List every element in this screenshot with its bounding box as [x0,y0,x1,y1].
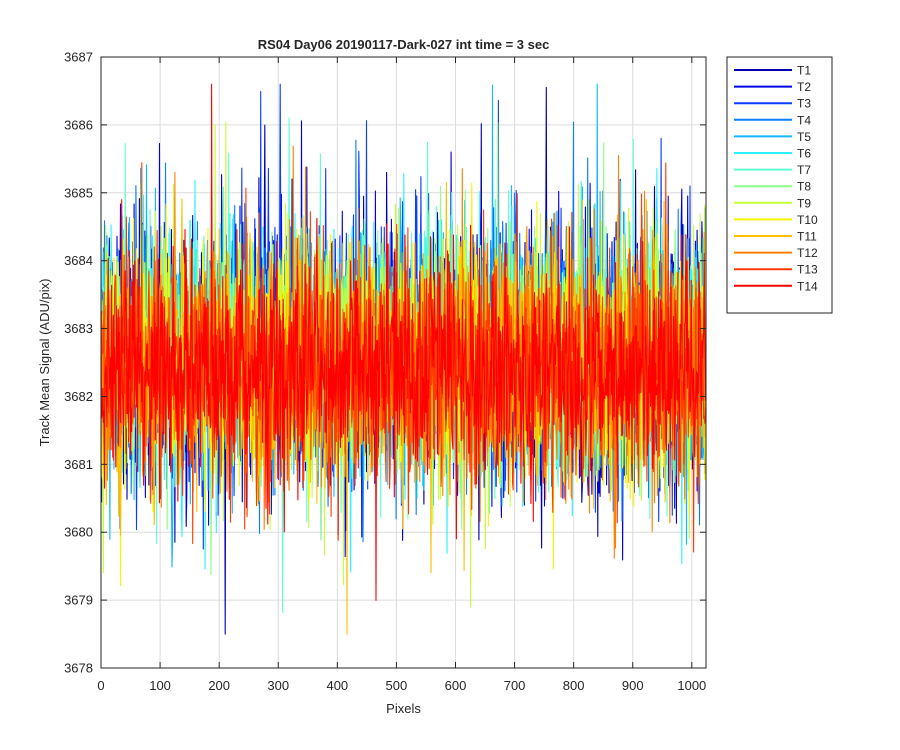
x-tick-label: 700 [504,678,526,693]
x-tick-label: 600 [445,678,467,693]
legend-label-t14: T14 [797,279,818,293]
legend-label-t3: T3 [797,97,811,111]
series-layer [101,83,706,635]
legend-label-t11: T11 [797,230,817,244]
y-tick-label: 3683 [64,321,93,336]
x-tick-label: 900 [622,678,644,693]
x-tick-label: 500 [386,678,408,693]
legend-label-t12: T12 [797,246,818,260]
x-tick-label: 300 [267,678,289,693]
legend-label-t7: T7 [797,163,811,177]
chart-title: RS04 Day06 20190117-Dark-027 int time = … [258,37,550,52]
x-tick-label: 1000 [677,678,706,693]
y-tick-label: 3678 [64,661,93,676]
y-tick-label: 3684 [64,253,93,268]
y-axis-label: Track Mean Signal (ADU/pix) [37,279,52,447]
series-line-t13 [101,162,706,553]
legend-label-t5: T5 [797,130,811,144]
axes-box [100,56,707,669]
x-ticks: 0 100 200 300 400 500 600 700 800 900 1000 [97,57,706,693]
legend: T1 T2 T3 T4 T5 T6 T7 T8 T9 T10 T11 T12 T13 T14 [726,56,833,314]
y-tick-label: 3685 [64,185,93,200]
legend-label-t9: T9 [797,196,811,210]
y-tick-label: 3682 [64,389,93,404]
legend-label-t6: T6 [797,147,811,161]
x-tick-label: 0 [97,678,104,693]
x-tick-label: 800 [563,678,585,693]
x-tick-label: 100 [149,678,171,693]
legend-box [726,56,833,314]
plot-area: 0 100 200 300 400 500 600 700 800 900 1000 3678367… [64,50,707,693]
x-axis-label: Pixels [386,701,421,716]
legend-label-t13: T13 [797,263,818,277]
y-tick-label: 3680 [64,525,93,540]
y-tick-label: 3681 [64,457,93,472]
y-tick-label: 3687 [64,50,93,65]
y-ticks: 3678 3679 3680 3681 3682 3683 3684 3685 3686 3687 [64,50,706,676]
x-tick-label: 200 [208,678,230,693]
y-tick-label: 3679 [64,593,93,608]
y-tick-label: 3686 [64,117,93,132]
legend-label-t8: T8 [797,180,811,194]
legend-label-t10: T10 [797,213,818,227]
legend-label-t2: T2 [797,80,811,94]
legend-label-t1: T1 [797,64,811,78]
legend-label-t4: T4 [797,113,811,127]
x-tick-label: 400 [326,678,348,693]
series-line-t14 [101,83,706,601]
